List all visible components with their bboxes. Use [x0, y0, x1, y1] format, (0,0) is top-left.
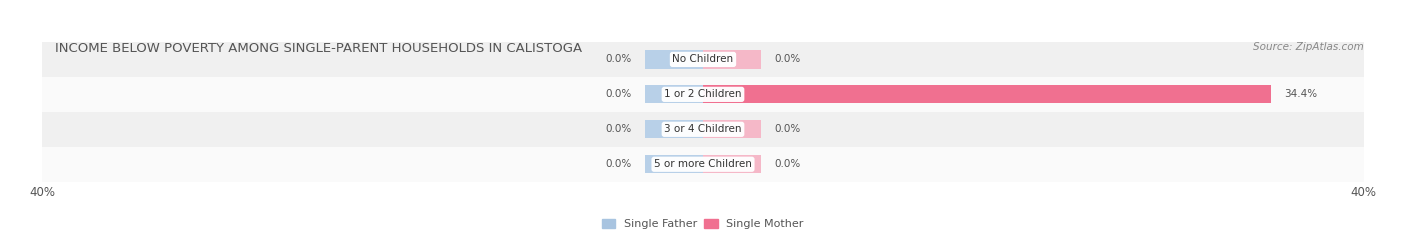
Legend: Single Father, Single Mother: Single Father, Single Mother — [602, 219, 804, 229]
Text: 0.0%: 0.0% — [606, 89, 631, 99]
Bar — [42, 112, 1364, 147]
Text: Source: ZipAtlas.com: Source: ZipAtlas.com — [1253, 42, 1364, 52]
Bar — [42, 77, 1364, 112]
Text: 1 or 2 Children: 1 or 2 Children — [664, 89, 742, 99]
Text: 0.0%: 0.0% — [606, 124, 631, 134]
Bar — [645, 85, 703, 103]
Bar — [703, 85, 1271, 103]
Text: 34.4%: 34.4% — [1285, 89, 1317, 99]
Bar — [645, 155, 703, 173]
Bar — [42, 147, 1364, 182]
Bar — [645, 120, 703, 138]
Text: 0.0%: 0.0% — [606, 55, 631, 64]
Text: 0.0%: 0.0% — [606, 159, 631, 169]
Text: 0.0%: 0.0% — [775, 55, 800, 64]
Bar — [703, 50, 761, 69]
Text: INCOME BELOW POVERTY AMONG SINGLE-PARENT HOUSEHOLDS IN CALISTOGA: INCOME BELOW POVERTY AMONG SINGLE-PARENT… — [55, 42, 582, 55]
Bar — [703, 155, 761, 173]
Text: 0.0%: 0.0% — [775, 159, 800, 169]
Text: 5 or more Children: 5 or more Children — [654, 159, 752, 169]
Text: 3 or 4 Children: 3 or 4 Children — [664, 124, 742, 134]
Text: No Children: No Children — [672, 55, 734, 64]
Bar — [703, 120, 761, 138]
Text: 0.0%: 0.0% — [775, 124, 800, 134]
Bar — [645, 50, 703, 69]
Bar — [42, 42, 1364, 77]
